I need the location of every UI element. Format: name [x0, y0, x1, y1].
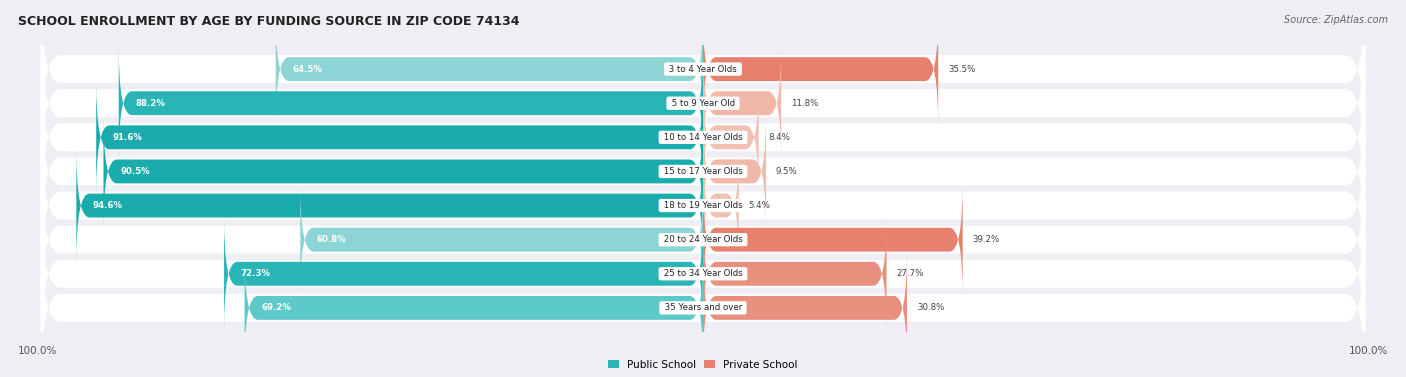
FancyBboxPatch shape — [245, 251, 703, 364]
Text: 8.4%: 8.4% — [769, 133, 790, 142]
Text: 35.5%: 35.5% — [948, 64, 976, 74]
FancyBboxPatch shape — [41, 83, 1365, 260]
FancyBboxPatch shape — [703, 81, 759, 194]
Text: 5 to 9 Year Old: 5 to 9 Year Old — [669, 99, 737, 108]
FancyBboxPatch shape — [703, 115, 766, 228]
Text: 11.8%: 11.8% — [792, 99, 818, 108]
Text: 20 to 24 Year Olds: 20 to 24 Year Olds — [661, 235, 745, 244]
FancyBboxPatch shape — [301, 183, 703, 296]
Text: 9.5%: 9.5% — [776, 167, 797, 176]
Text: 15 to 17 Year Olds: 15 to 17 Year Olds — [661, 167, 745, 176]
Text: 18 to 19 Year Olds: 18 to 19 Year Olds — [661, 201, 745, 210]
FancyBboxPatch shape — [703, 183, 963, 296]
FancyBboxPatch shape — [41, 117, 1365, 294]
FancyBboxPatch shape — [703, 218, 887, 330]
Text: Source: ZipAtlas.com: Source: ZipAtlas.com — [1284, 15, 1388, 25]
Text: 69.2%: 69.2% — [262, 303, 291, 313]
FancyBboxPatch shape — [703, 149, 738, 262]
FancyBboxPatch shape — [276, 13, 703, 126]
Text: 10 to 14 Year Olds: 10 to 14 Year Olds — [661, 133, 745, 142]
FancyBboxPatch shape — [703, 13, 938, 126]
Text: 60.8%: 60.8% — [316, 235, 346, 244]
FancyBboxPatch shape — [41, 185, 1365, 362]
Text: 35 Years and over: 35 Years and over — [661, 303, 745, 313]
FancyBboxPatch shape — [224, 218, 703, 330]
Text: 25 to 34 Year Olds: 25 to 34 Year Olds — [661, 269, 745, 278]
Text: 91.6%: 91.6% — [112, 133, 142, 142]
Text: SCHOOL ENROLLMENT BY AGE BY FUNDING SOURCE IN ZIP CODE 74134: SCHOOL ENROLLMENT BY AGE BY FUNDING SOUR… — [18, 15, 520, 28]
FancyBboxPatch shape — [41, 219, 1365, 377]
FancyBboxPatch shape — [703, 251, 907, 364]
FancyBboxPatch shape — [41, 0, 1365, 158]
Text: 88.2%: 88.2% — [135, 99, 165, 108]
FancyBboxPatch shape — [703, 47, 782, 159]
FancyBboxPatch shape — [41, 49, 1365, 226]
FancyBboxPatch shape — [118, 47, 703, 159]
FancyBboxPatch shape — [76, 149, 703, 262]
Text: 100.0%: 100.0% — [1348, 346, 1388, 356]
FancyBboxPatch shape — [104, 115, 703, 228]
Legend: Public School, Private School: Public School, Private School — [609, 360, 797, 369]
Text: 90.5%: 90.5% — [120, 167, 149, 176]
Text: 30.8%: 30.8% — [917, 303, 945, 313]
Text: 39.2%: 39.2% — [973, 235, 1000, 244]
Text: 64.5%: 64.5% — [292, 64, 322, 74]
FancyBboxPatch shape — [96, 81, 703, 194]
Text: 27.7%: 27.7% — [897, 269, 924, 278]
Text: 72.3%: 72.3% — [240, 269, 270, 278]
Text: 5.4%: 5.4% — [749, 201, 770, 210]
Text: 3 to 4 Year Olds: 3 to 4 Year Olds — [666, 64, 740, 74]
Text: 94.6%: 94.6% — [93, 201, 122, 210]
FancyBboxPatch shape — [41, 151, 1365, 328]
Text: 100.0%: 100.0% — [18, 346, 58, 356]
FancyBboxPatch shape — [41, 15, 1365, 192]
